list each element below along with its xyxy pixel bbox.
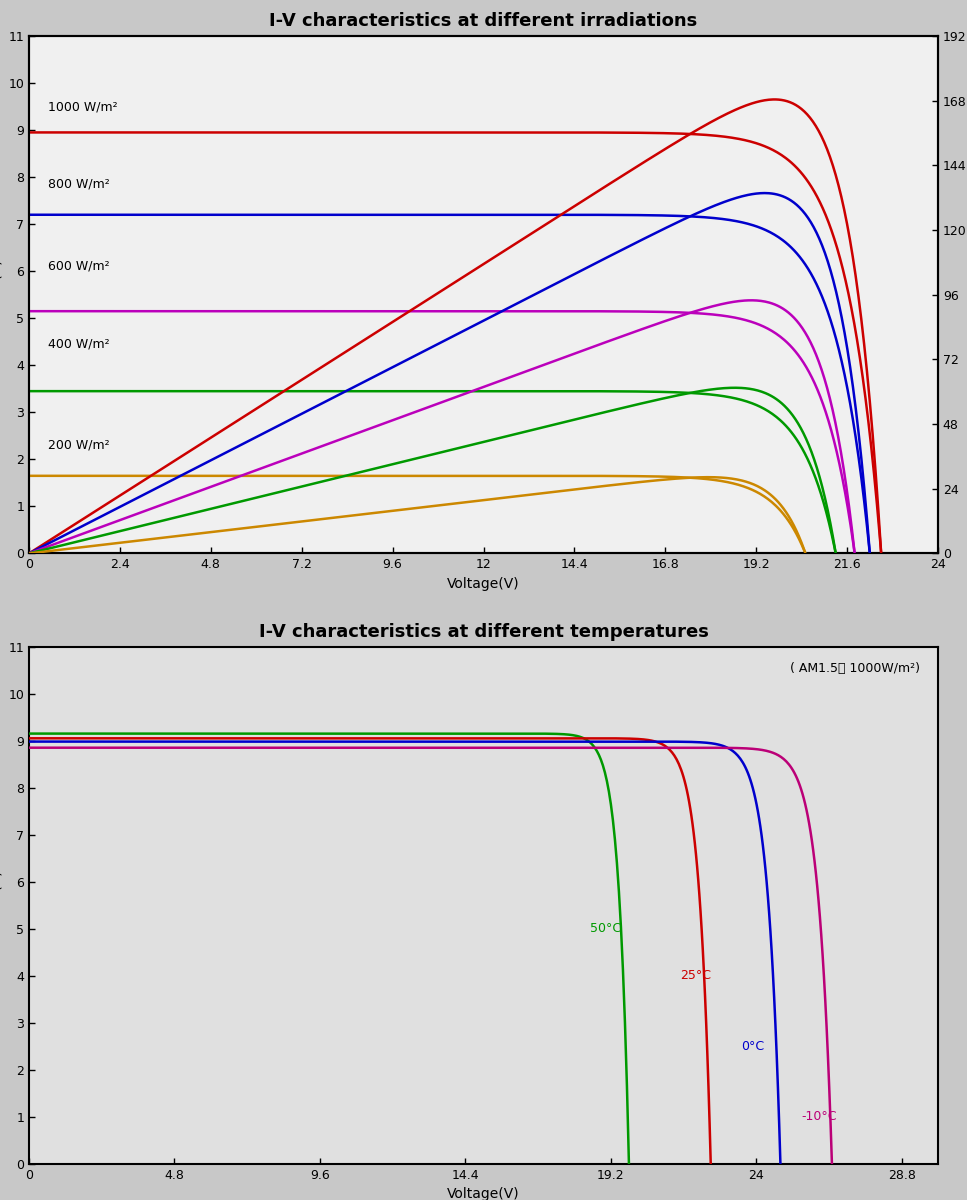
Text: 400 W/m²: 400 W/m² bbox=[48, 337, 109, 350]
Y-axis label: Current(A): Current(A) bbox=[0, 258, 3, 331]
Text: 0°C: 0°C bbox=[741, 1040, 764, 1052]
Text: 1000 W/m²: 1000 W/m² bbox=[48, 100, 118, 113]
Text: 200 W/m²: 200 W/m² bbox=[48, 439, 109, 451]
Text: ( AM1.5， 1000W/m²): ( AM1.5， 1000W/m²) bbox=[790, 662, 920, 676]
Text: 50°C: 50°C bbox=[590, 923, 621, 935]
Text: 25°C: 25°C bbox=[681, 970, 712, 983]
X-axis label: Voltage(V): Voltage(V) bbox=[447, 577, 520, 590]
X-axis label: Voltage(V): Voltage(V) bbox=[447, 1188, 520, 1200]
Text: 600 W/m²: 600 W/m² bbox=[48, 260, 109, 272]
Text: -10°C: -10°C bbox=[802, 1110, 837, 1123]
Title: I-V characteristics at different temperatures: I-V characteristics at different tempera… bbox=[258, 623, 709, 641]
Text: 800 W/m²: 800 W/m² bbox=[48, 178, 109, 191]
Title: I-V characteristics at different irradiations: I-V characteristics at different irradia… bbox=[270, 12, 697, 30]
Y-axis label: Current(A): Current(A) bbox=[0, 869, 3, 942]
